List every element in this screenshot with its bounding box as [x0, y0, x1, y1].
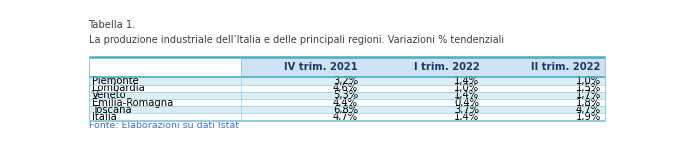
Bar [483, 85, 605, 92]
Bar [88, 113, 241, 121]
Text: Lombardia: Lombardia [92, 83, 144, 93]
Bar [88, 85, 241, 92]
Text: 1,4%: 1,4% [454, 112, 479, 122]
Text: 1,9%: 1,9% [576, 112, 601, 122]
Bar [241, 113, 362, 121]
Text: Italia: Italia [92, 112, 117, 122]
Bar [241, 57, 362, 77]
Text: Toscana: Toscana [92, 105, 132, 115]
Text: 1,4%: 1,4% [454, 90, 479, 100]
Bar [483, 92, 605, 99]
Text: 4,7%: 4,7% [333, 112, 358, 122]
Text: II trim. 2022: II trim. 2022 [531, 62, 601, 72]
Text: Fonte: Elaborazioni su dati Istat: Fonte: Elaborazioni su dati Istat [88, 121, 238, 130]
Bar [362, 113, 483, 121]
Bar [362, 77, 483, 85]
Text: 3,7%: 3,7% [454, 105, 479, 115]
Text: 0,4%: 0,4% [454, 98, 479, 108]
Text: 1,4%: 1,4% [454, 76, 479, 86]
Text: 5,3%: 5,3% [333, 90, 358, 100]
Text: 1,0%: 1,0% [576, 76, 601, 86]
Text: 4,4%: 4,4% [333, 98, 358, 108]
Text: 4,7%: 4,7% [576, 105, 601, 115]
Text: Veneto: Veneto [92, 90, 126, 100]
Bar [241, 99, 362, 106]
Text: I trim. 2022: I trim. 2022 [414, 62, 479, 72]
Text: IV trim. 2021: IV trim. 2021 [284, 62, 358, 72]
Text: Piemonte: Piemonte [92, 76, 138, 86]
Bar [483, 77, 605, 85]
Text: 3,2%: 3,2% [333, 76, 358, 86]
Bar [88, 106, 241, 113]
Bar [483, 57, 605, 77]
Bar [241, 92, 362, 99]
Bar [362, 57, 483, 77]
Text: 1,8%: 1,8% [576, 98, 601, 108]
Bar [483, 113, 605, 121]
Bar [362, 92, 483, 99]
Text: Tabella 1.: Tabella 1. [88, 20, 136, 30]
Bar [88, 92, 241, 99]
Bar [241, 85, 362, 92]
Text: La produzione industriale dell’Italia e delle principali regioni. Variazioni % t: La produzione industriale dell’Italia e … [88, 35, 504, 45]
Bar [88, 77, 241, 85]
Bar [483, 106, 605, 113]
Bar [241, 77, 362, 85]
Bar [362, 85, 483, 92]
Text: Emilia-Romagna: Emilia-Romagna [92, 98, 173, 108]
Bar [362, 106, 483, 113]
Bar [88, 57, 241, 77]
Text: 1,7%: 1,7% [576, 90, 601, 100]
Text: 4,6%: 4,6% [333, 83, 358, 93]
Text: 1,5%: 1,5% [576, 83, 601, 93]
Bar [483, 99, 605, 106]
Bar [88, 99, 241, 106]
Text: 6,8%: 6,8% [333, 105, 358, 115]
Bar [362, 99, 483, 106]
Text: 1,0%: 1,0% [454, 83, 479, 93]
Bar [241, 106, 362, 113]
